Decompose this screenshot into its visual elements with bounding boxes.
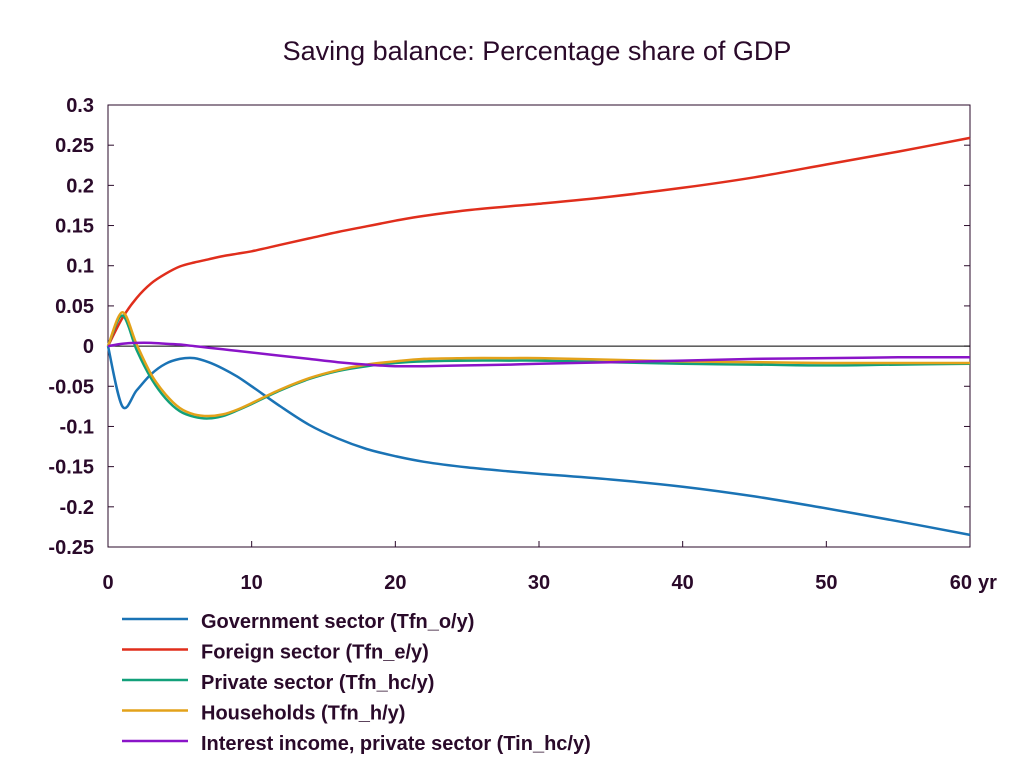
series-line-foreign-sector bbox=[106, 136, 971, 347]
x-tick-label: 30 bbox=[528, 572, 550, 594]
x-tick-label: 60 bbox=[950, 572, 972, 594]
y-tick-label: 0.1 bbox=[66, 256, 94, 278]
series-line-interest-income-private-sector bbox=[107, 341, 971, 368]
x-tick-label: 10 bbox=[241, 572, 263, 594]
legend-label-households: Households (Tfn_h/y) bbox=[201, 703, 405, 725]
legend-label-private-sector: Private sector (Tfn_hc/y) bbox=[201, 672, 434, 694]
x-unit-label: yr bbox=[978, 572, 997, 594]
x-axis: 0 10 20 30 40 50 60 yr bbox=[102, 541, 997, 594]
y-tick-label: -0.2 bbox=[60, 497, 94, 519]
y-tick-label: 0 bbox=[83, 336, 94, 358]
y-tick-label: 0.3 bbox=[66, 95, 94, 117]
y-tick-label: 0.25 bbox=[55, 135, 94, 157]
chart-title: Saving balance: Percentage share of GDP bbox=[283, 36, 792, 66]
x-tick-label: 20 bbox=[384, 572, 406, 594]
x-tick-label: 0 bbox=[102, 572, 113, 594]
x-tick-label: 40 bbox=[672, 572, 694, 594]
legend-label-government-sector: Government sector (Tfn_o/y) bbox=[201, 611, 474, 633]
series-lines bbox=[106, 136, 971, 537]
series-line-government-sector bbox=[106, 345, 971, 537]
legend-label-interest-income-private-sector: Interest income, private sector (Tin_hc/… bbox=[201, 733, 591, 755]
series-line-private-sector bbox=[106, 314, 971, 420]
plot-frame bbox=[107, 104, 971, 548]
y-tick-label: -0.1 bbox=[60, 416, 94, 438]
y-tick-label: 0.2 bbox=[66, 175, 94, 197]
y-tick-label: -0.15 bbox=[48, 457, 94, 479]
y-tick-label: 0.05 bbox=[55, 296, 94, 318]
legend-label-foreign-sector: Foreign sector (Tfn_e/y) bbox=[201, 642, 429, 664]
legend: Government sector (Tfn_o/y) Foreign secto… bbox=[122, 611, 591, 755]
y-tick-label: -0.05 bbox=[48, 376, 94, 398]
y-axis: 0.3 0.25 0.2 0.15 0.1 0.05 0 -0.05 -0.1 -0.15 -0.2… bbox=[48, 95, 970, 559]
y-tick-label: -0.25 bbox=[48, 537, 94, 559]
x-tick-label: 50 bbox=[815, 572, 837, 594]
y-tick-label: 0.15 bbox=[55, 216, 94, 238]
